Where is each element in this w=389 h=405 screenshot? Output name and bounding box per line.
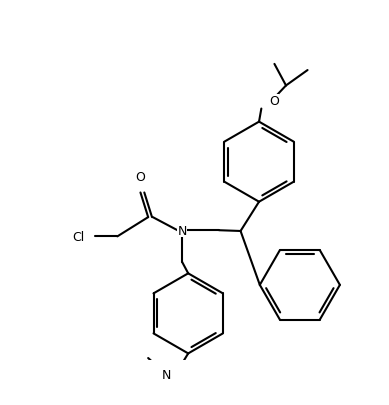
Text: O: O — [269, 95, 279, 108]
Text: N: N — [177, 224, 187, 237]
Text: N: N — [162, 369, 171, 382]
Text: Cl: Cl — [72, 230, 84, 243]
Text: O: O — [135, 171, 145, 184]
